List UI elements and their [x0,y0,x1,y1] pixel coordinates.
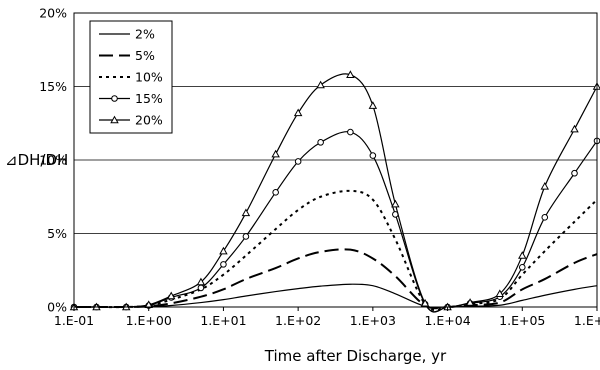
marker-triangle [346,70,355,78]
marker-triangle [540,182,550,190]
y-tick-label: 0% [47,300,67,315]
legend-item: 20% [99,113,163,128]
marker-circle [347,128,354,136]
x-axis-label: Time after Discharge, yr [264,347,447,365]
marker-triangle [271,149,280,158]
marker-triangle [196,277,206,286]
marker-circle [294,158,302,165]
marker-triangle [368,101,378,109]
legend-box [89,20,173,134]
marker-triangle [219,246,228,255]
marker-triangle [465,298,475,306]
y-tick-label: 20% [39,6,67,21]
marker-circle [220,261,227,268]
marker-circle [571,169,578,177]
series-line [73,283,598,309]
marker-triangle [241,208,251,217]
marker-triangle [293,108,303,117]
legend-item: 2% [99,27,155,42]
legend-label: 5% [135,48,155,63]
legend-label: 20% [135,113,163,128]
x-tick-label: 1.E+06 [574,313,600,328]
marker-triangle [495,289,505,297]
marker-triangle [316,80,325,89]
series-line [73,131,598,313]
legend-label: 10% [135,70,163,85]
marker-triangle [570,124,579,133]
y-tick-label: 5% [47,226,67,241]
legend: 2% 5% 10% 15% 20% [89,20,173,134]
x-tick-label: 1.E+05 [499,313,545,328]
x-tick-label: 1.E+00 [126,313,172,328]
y-axis-label: ⊿DH/DH [5,151,68,169]
x-tick-label: 1.E+02 [275,313,321,328]
x-tick-label: 1.E+01 [200,313,246,328]
legend-item: 10% [99,70,163,85]
marker-circle [242,233,250,240]
legend-item: 5% [99,48,155,63]
marker-triangle [391,199,400,208]
legend-item: 15% [99,91,163,106]
y-tick-label: 15% [39,79,67,94]
marker-circle [369,152,377,159]
x-tick-label: 1.E-01 [54,313,94,328]
series-10pct [73,189,598,311]
marker-triangle [518,251,527,259]
x-tick-label: 1.E+03 [350,313,396,328]
axis-ticks: 0% 5% 10% 15% 20% 1.E-01 1.E+00 1.E+01 1.E+02 1.E… [39,6,600,329]
marker-circle [197,284,205,292]
marker-triangle [166,291,176,300]
y-tick-label: 10% [39,153,67,168]
marker-triangle [110,115,119,124]
marker-triangle [420,298,430,307]
legend-label: 2% [135,27,155,42]
legend-label: 15% [135,91,163,106]
marker-circle [541,214,549,221]
marker-circle [317,139,324,146]
series-line [73,248,598,310]
plot-frame [73,12,598,308]
marker-circle [111,95,118,102]
marker-circle [272,189,279,196]
x-tick-label: 1.E+04 [424,313,470,328]
series-2pct [73,283,598,309]
series-5pct [73,248,598,310]
series-line [73,189,598,311]
marker-circle [518,264,526,271]
